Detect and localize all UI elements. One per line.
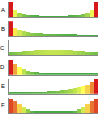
svg-text:D: D xyxy=(0,64,5,70)
svg-text:A: A xyxy=(1,7,5,13)
svg-text:E: E xyxy=(1,83,5,89)
svg-text:F: F xyxy=(1,102,5,108)
svg-text:C: C xyxy=(0,45,5,51)
svg-text:B: B xyxy=(1,26,5,32)
